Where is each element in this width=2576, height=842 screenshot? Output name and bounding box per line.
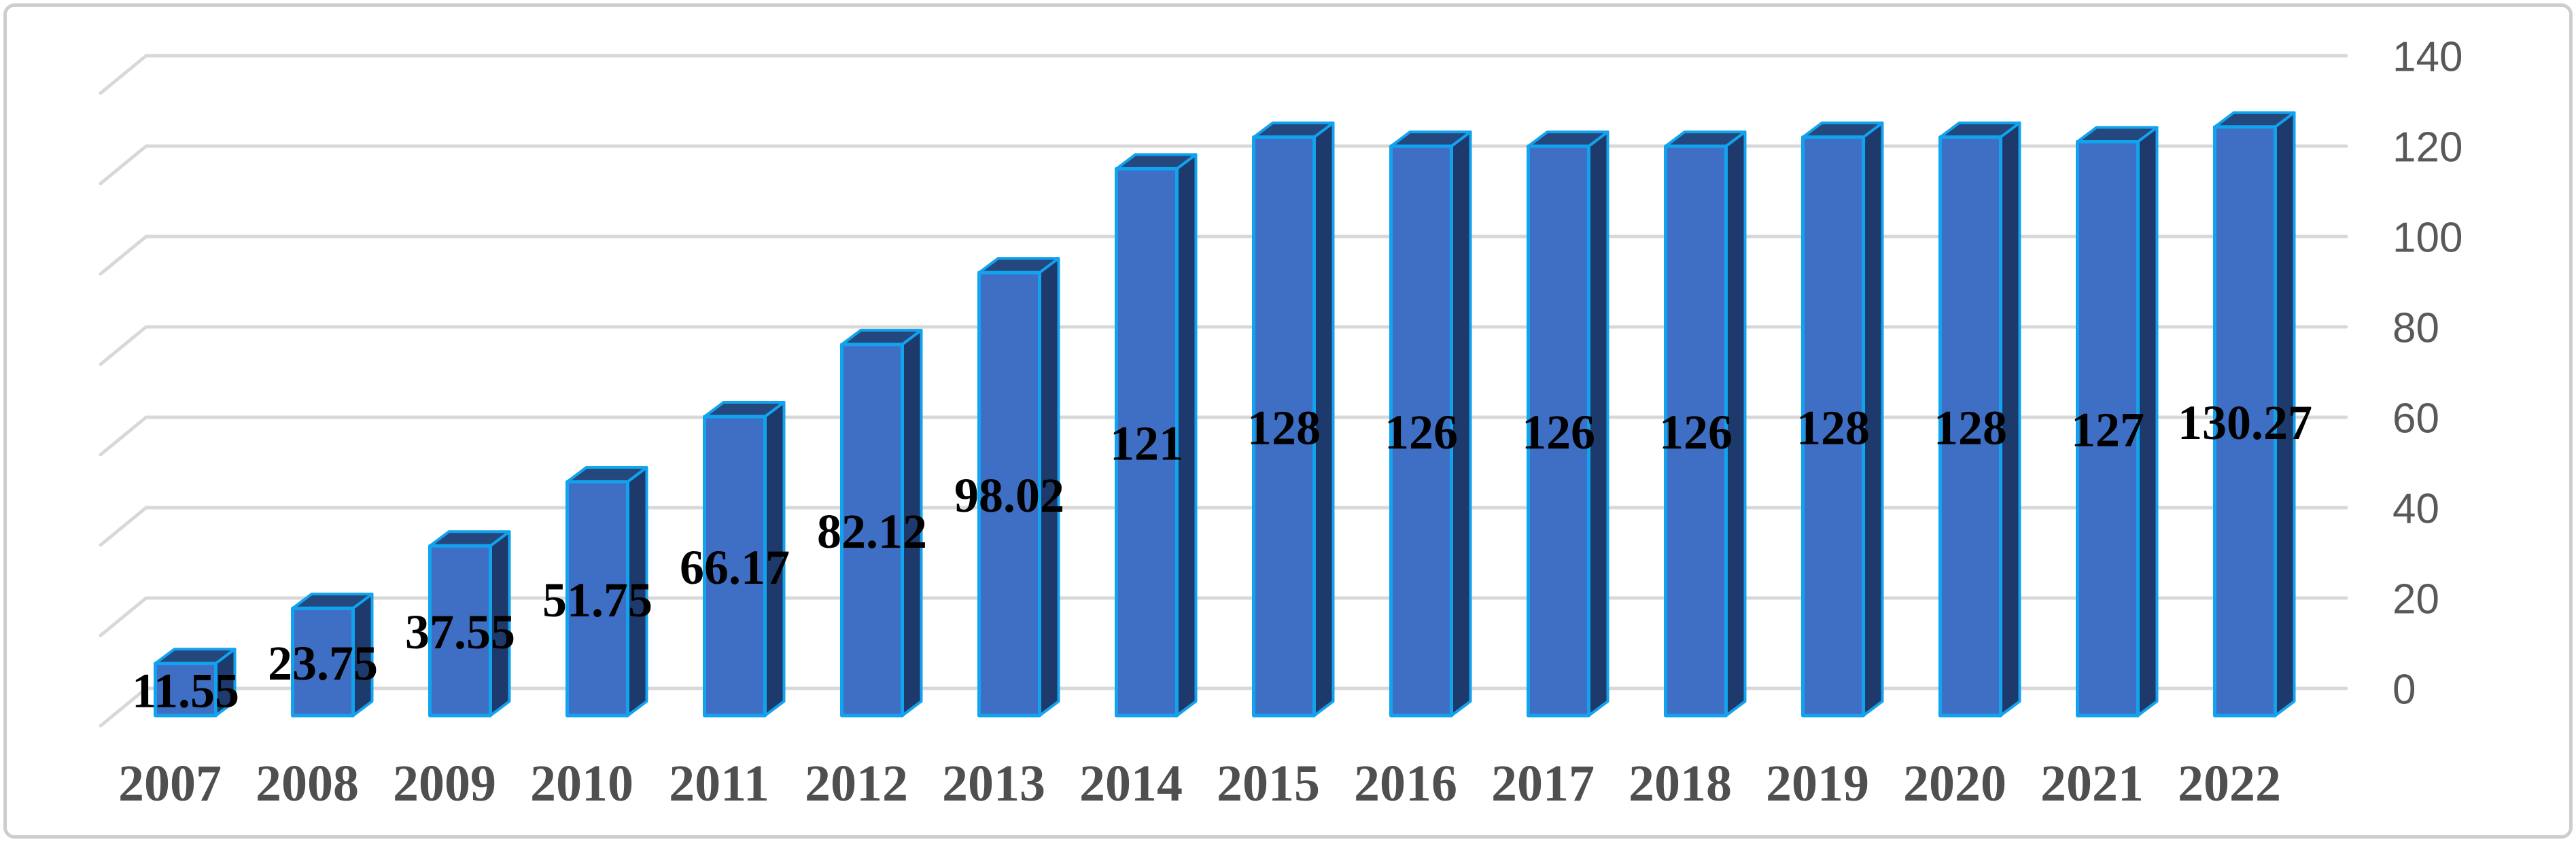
bar-front-face — [154, 661, 217, 718]
data-label-2022: 130.27 — [2178, 396, 2312, 450]
gridline-100 — [99, 234, 2348, 276]
bar-group-2010 — [565, 466, 648, 718]
bar-group-2022 — [2213, 111, 2296, 718]
gridline-0 — [99, 686, 2348, 728]
value-axis-tick-140: 140 — [2392, 34, 2462, 81]
bar-front-face — [1115, 166, 1179, 718]
data-label-2010: 51.75 — [542, 573, 652, 627]
bar-group-2019 — [1801, 121, 1884, 718]
gridline-60 — [99, 415, 2348, 457]
category-label-2012: 2012 — [805, 755, 908, 812]
value-axis-layer: 0 20 40 60 80 100 120 140 — [2392, 34, 2462, 714]
bar-group-2012 — [840, 328, 923, 718]
value-axis-tick-60: 60 — [2392, 396, 2439, 442]
category-label-2011: 2011 — [669, 755, 769, 812]
bar-group-2015 — [1252, 121, 1335, 718]
bar-group-2017 — [1527, 130, 1609, 718]
bar-front-face — [703, 415, 767, 718]
bar-group-2021 — [2076, 126, 2159, 718]
bar-group-2018 — [1664, 130, 1747, 718]
data-label-2014: 121 — [1110, 417, 1183, 471]
category-label-2022: 2022 — [2178, 755, 2281, 812]
category-label-2014: 2014 — [1079, 755, 1183, 812]
bar-group-2014 — [1115, 153, 1198, 718]
bar-front-face — [977, 270, 1041, 718]
data-label-2008: 23.75 — [268, 636, 378, 690]
category-label-2015: 2015 — [1217, 755, 1320, 812]
bar-front-face — [428, 544, 492, 718]
bar-front-face — [2213, 125, 2277, 718]
data-label-2011: 66.17 — [680, 540, 790, 595]
bar-front-face — [1664, 144, 1728, 718]
category-label-2016: 2016 — [1354, 755, 1457, 812]
value-axis-tick-0: 0 — [2392, 667, 2416, 714]
value-axis-tick-120: 120 — [2392, 124, 2462, 171]
category-label-2020: 2020 — [1903, 755, 2006, 812]
value-axis-tick-20: 20 — [2392, 576, 2439, 623]
category-label-2013: 2013 — [942, 755, 1045, 812]
value-axis-tick-40: 40 — [2392, 486, 2439, 533]
data-label-2021: 127 — [2071, 403, 2144, 457]
bar-front-face — [1527, 144, 1590, 718]
category-label-2021: 2021 — [2040, 755, 2144, 812]
data-label-2020: 128 — [1934, 400, 2007, 455]
category-label-2010: 2010 — [530, 755, 633, 812]
bar-group-2016 — [1389, 130, 1472, 718]
data-label-2012: 82.12 — [817, 504, 927, 559]
bar-front-face — [1938, 135, 2002, 718]
data-label-2009: 37.55 — [405, 605, 515, 659]
bar-group-2009 — [428, 530, 511, 718]
bar-group-2020 — [1938, 121, 2021, 718]
value-axis-tick-80: 80 — [2392, 305, 2439, 352]
bar-front-face — [1389, 144, 1453, 718]
category-axis-layer: 2007 2008 2009 2010 2011 2012 2013 2014 2015 2016… — [118, 755, 2281, 812]
category-label-2017: 2017 — [1491, 755, 1595, 812]
category-label-2007: 2007 — [118, 755, 222, 812]
bar-group-2008 — [291, 593, 374, 718]
category-label-2019: 2019 — [1766, 755, 1869, 812]
bar-front-face — [2076, 139, 2140, 718]
bar-front-face — [840, 343, 904, 718]
gridline-80 — [99, 325, 2348, 366]
gridline-40 — [99, 506, 2348, 547]
category-label-2009: 2009 — [393, 755, 496, 812]
data-label-2013: 98.02 — [954, 468, 1064, 523]
category-label-2008: 2008 — [256, 755, 359, 812]
bar-group-2013 — [977, 257, 1060, 718]
bar-front-face — [1801, 135, 1865, 718]
category-label-2018: 2018 — [1629, 755, 1732, 812]
data-labels-layer: 11.55 23.75 37.55 51.75 66.17 82.12 98.02 121 12… — [132, 396, 2312, 718]
gridlines-layer — [99, 54, 2348, 728]
bars-layer — [154, 111, 2296, 718]
bar-front-face — [1252, 135, 1316, 718]
bar-front-face — [565, 480, 629, 718]
bar-front-face — [291, 606, 355, 718]
gridline-140 — [99, 54, 2348, 95]
gridline-20 — [99, 596, 2348, 637]
data-label-2017: 126 — [1522, 405, 1595, 459]
value-axis-tick-100: 100 — [2392, 215, 2462, 262]
bar-group-2007 — [154, 648, 237, 718]
data-label-2018: 126 — [1659, 405, 1733, 459]
data-label-2015: 128 — [1247, 400, 1321, 455]
data-label-2019: 128 — [1796, 400, 1870, 455]
bar-group-2011 — [703, 400, 786, 718]
data-label-2016: 126 — [1385, 405, 1458, 459]
gridline-120 — [99, 144, 2348, 186]
data-label-2007: 11.55 — [132, 664, 239, 718]
